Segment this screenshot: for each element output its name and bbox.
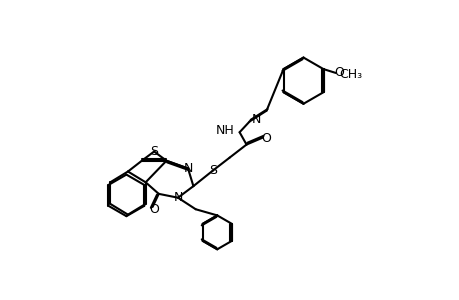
Text: O: O bbox=[333, 67, 343, 80]
Text: O: O bbox=[149, 203, 159, 216]
Text: N: N bbox=[173, 191, 182, 204]
Text: S: S bbox=[208, 164, 216, 177]
Text: S: S bbox=[150, 145, 158, 158]
Text: N: N bbox=[183, 162, 192, 175]
Text: CH₃: CH₃ bbox=[339, 68, 362, 81]
Text: O: O bbox=[261, 132, 271, 145]
Text: N: N bbox=[252, 113, 261, 126]
Text: NH: NH bbox=[216, 124, 235, 137]
